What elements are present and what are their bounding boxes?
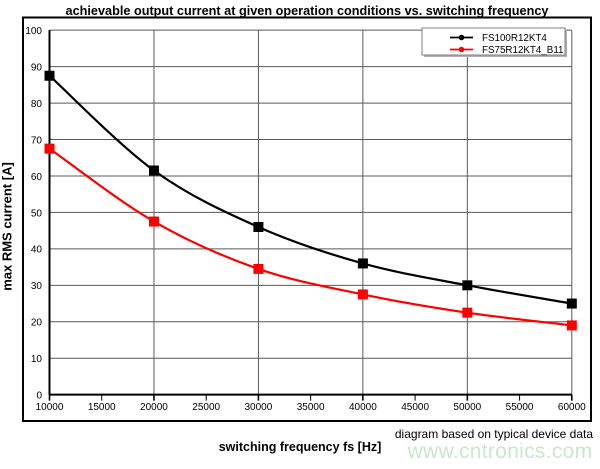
svg-text:20000: 20000 bbox=[140, 402, 168, 413]
svg-text:45000: 45000 bbox=[401, 402, 429, 413]
svg-text:30: 30 bbox=[31, 281, 43, 292]
svg-text:15000: 15000 bbox=[88, 402, 116, 413]
svg-text:10: 10 bbox=[31, 354, 43, 365]
svg-text:30000: 30000 bbox=[245, 402, 273, 413]
svg-text:90: 90 bbox=[31, 63, 43, 74]
svg-text:50000: 50000 bbox=[453, 402, 481, 413]
svg-text:55000: 55000 bbox=[506, 402, 534, 413]
svg-text:35000: 35000 bbox=[297, 402, 325, 413]
svg-text:70: 70 bbox=[31, 136, 43, 147]
svg-text:60000: 60000 bbox=[558, 402, 586, 413]
svg-text:FS75R12KT4_B11: FS75R12KT4_B11 bbox=[482, 45, 564, 56]
svg-text:60: 60 bbox=[31, 172, 43, 183]
svg-text:25000: 25000 bbox=[192, 402, 220, 413]
svg-text:10000: 10000 bbox=[36, 402, 64, 413]
svg-text:100: 100 bbox=[25, 26, 42, 37]
svg-text:20: 20 bbox=[31, 318, 43, 329]
svg-text:40000: 40000 bbox=[349, 402, 377, 413]
svg-text:80: 80 bbox=[31, 99, 43, 110]
svg-text:40: 40 bbox=[31, 245, 43, 256]
svg-text:0: 0 bbox=[36, 391, 42, 402]
svg-text:FS100R12KT4: FS100R12KT4 bbox=[482, 33, 547, 44]
svg-text:50: 50 bbox=[31, 209, 43, 220]
